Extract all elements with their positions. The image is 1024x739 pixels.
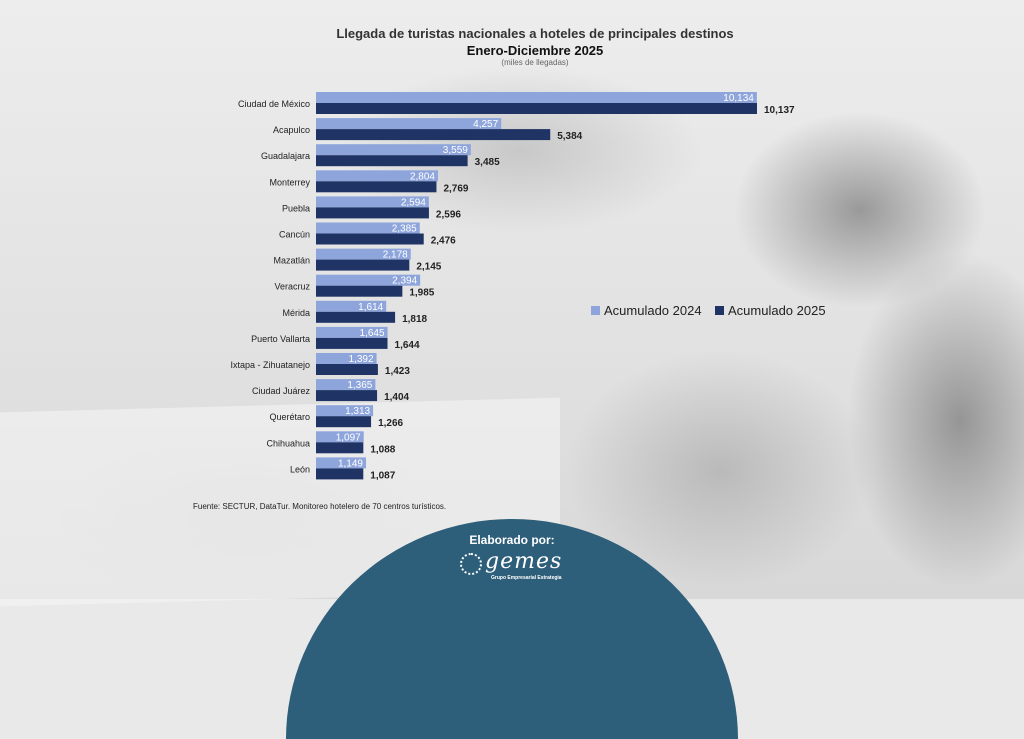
data-label-2025-acapulco: 5,384 <box>557 131 582 142</box>
bar-2024-queretaro <box>316 405 374 417</box>
category-label-ciudad-juarez: Ciudad Juárez <box>252 386 311 396</box>
data-label-2025-veracruz: 1,985 <box>409 288 434 299</box>
data-label-2025-cancun: 2,476 <box>431 236 456 247</box>
data-label-2025-guadalajara: 3,485 <box>475 157 500 168</box>
data-label-2024-ixtapa-zihuatanejo: 1,392 <box>349 354 374 365</box>
bar-2024-chihuahua <box>316 431 364 443</box>
data-label-2024-chihuahua: 1,097 <box>336 432 361 443</box>
bar-2024-ciudad-juarez <box>316 379 376 391</box>
category-label-guadalajara: Guadalajara <box>261 151 310 161</box>
bar-2025-guadalajara <box>316 155 468 167</box>
chart-title: Llegada de turistas nacionales a hoteles… <box>336 26 734 41</box>
bar-2024-leon <box>316 457 366 469</box>
bar-2024-acapulco <box>316 118 502 130</box>
data-label-2024-merida: 1,614 <box>358 302 383 313</box>
category-label-cancun: Cancún <box>279 230 310 240</box>
data-label-2024-queretaro: 1,313 <box>345 406 370 417</box>
data-label-2025-mazatlan: 2,145 <box>416 262 441 273</box>
bar-2025-puerto-vallarta <box>316 337 388 349</box>
category-label-chihuahua: Chihuahua <box>266 438 310 448</box>
category-label-puebla: Puebla <box>282 203 310 213</box>
data-label-2024-mazatlan: 2,178 <box>383 250 408 261</box>
legend-label-2025: Acumulado 2025 <box>728 303 826 318</box>
data-label-2024-acapulco: 4,257 <box>473 119 498 130</box>
category-label-monterrey: Monterrey <box>269 177 310 187</box>
data-label-2025-monterrey: 2,769 <box>443 183 468 194</box>
bar-2025-veracruz <box>316 285 403 297</box>
legend-item-2024: Acumulado 2024 <box>591 303 702 318</box>
bar-2024-guadalajara <box>316 144 471 156</box>
data-label-2024-ciudad-juarez: 1,365 <box>347 380 372 391</box>
category-label-merida: Mérida <box>282 308 310 318</box>
bar-2024-monterrey <box>316 170 438 182</box>
gemes-logo: gemes Grupo Empresarial Estrategia <box>458 549 568 583</box>
bar-2024-mazatlan <box>316 248 411 260</box>
footer-label: Elaborado por: <box>469 533 555 547</box>
bar-2024-cancun <box>316 222 420 234</box>
data-label-2025-merida: 1,818 <box>402 314 427 325</box>
data-label-2024-monterrey: 2,804 <box>410 171 435 182</box>
data-label-2025-leon: 1,087 <box>370 470 395 481</box>
data-label-2025-ciudad-juarez: 1,404 <box>384 392 409 403</box>
bar-2025-chihuahua <box>316 442 364 454</box>
bar-2024-puebla <box>316 196 429 208</box>
bar-2024-puerto-vallarta <box>316 326 388 338</box>
bar-2025-queretaro <box>316 416 372 428</box>
bar-chart: Ciudad de México 10,134 10,137 Acapulco 4,25… <box>230 92 795 481</box>
data-label-2024-ciudad-de-mexico: 10,134 <box>723 93 754 104</box>
category-label-mazatlan: Mazatlán <box>273 256 310 266</box>
category-label-ixtapa-zihuatanejo: Ixtapa - Zihuatanejo <box>230 360 310 370</box>
category-label-ciudad-de-mexico: Ciudad de México <box>238 99 310 109</box>
data-label-2025-puerto-vallarta: 1,644 <box>395 340 420 351</box>
bar-2025-ixtapa-zihuatanejo <box>316 364 378 375</box>
bar-2024-veracruz <box>316 274 421 286</box>
bar-2025-merida <box>316 311 396 323</box>
data-label-2024-leon: 1,149 <box>338 458 363 469</box>
data-label-2025-queretaro: 1,266 <box>378 418 403 429</box>
data-label-2025-ciudad-de-mexico: 10,137 <box>764 105 795 116</box>
bar-2025-monterrey <box>316 181 437 193</box>
data-label-2025-chihuahua: 1,088 <box>370 444 395 455</box>
legend-swatch-2024 <box>591 306 600 315</box>
bar-2024-ixtapa-zihuatanejo <box>316 353 377 364</box>
logo-tagline: Grupo Empresarial Estrategia <box>491 575 562 581</box>
logo-ring-icon <box>460 553 482 575</box>
data-label-2024-veracruz: 2,394 <box>392 276 417 287</box>
data-label-2024-puerto-vallarta: 1,645 <box>360 328 385 339</box>
legend-item-2025: Acumulado 2025 <box>715 303 826 318</box>
category-label-queretaro: Querétaro <box>269 412 310 422</box>
logo-wordmark: gemes <box>485 549 563 574</box>
data-label-2024-puebla: 2,594 <box>401 197 426 208</box>
bar-2024-ciudad-de-mexico <box>316 92 757 103</box>
bar-2025-acapulco <box>316 129 551 141</box>
bar-2025-ciudad-de-mexico <box>316 103 757 114</box>
chart-subtitle: Enero-Diciembre 2025 <box>466 43 604 58</box>
bar-2025-mazatlan <box>316 259 410 271</box>
legend-swatch-2025 <box>715 306 724 315</box>
category-label-leon: León <box>290 464 310 474</box>
bar-2025-cancun <box>316 233 424 245</box>
bar-2025-leon <box>316 468 364 480</box>
data-label-2025-ixtapa-zihuatanejo: 1,423 <box>385 366 410 377</box>
category-label-veracruz: Veracruz <box>274 282 310 292</box>
data-label-2024-guadalajara: 3,559 <box>443 145 468 156</box>
category-label-acapulco: Acapulco <box>273 125 310 135</box>
bar-2024-merida <box>316 300 387 312</box>
legend-label-2024: Acumulado 2024 <box>604 303 702 318</box>
data-label-2025-puebla: 2,596 <box>436 209 461 220</box>
source-note: Fuente: SECTUR, DataTur. Monitoreo hotel… <box>193 502 447 511</box>
chart-unit-note: (miles de llegadas) <box>501 58 569 67</box>
category-label-puerto-vallarta: Puerto Vallarta <box>251 334 310 344</box>
bar-2025-ciudad-juarez <box>316 390 378 402</box>
bar-2025-puebla <box>316 207 429 219</box>
data-label-2024-cancun: 2,385 <box>392 224 417 235</box>
